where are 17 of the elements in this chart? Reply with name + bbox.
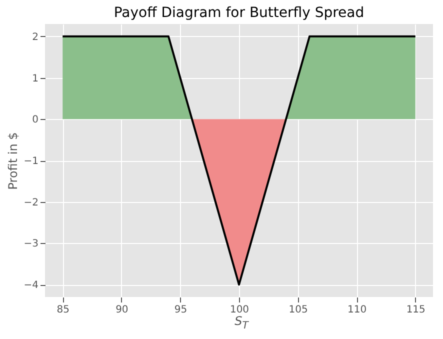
x-tick-label: 115	[406, 304, 426, 316]
y-axis-title: Profit in $	[6, 132, 20, 190]
x-tick-label: 95	[174, 304, 188, 316]
y-tick-label: −2	[24, 197, 38, 208]
y-tick-label: −4	[24, 280, 38, 292]
y-tick-label: 2	[32, 32, 38, 43]
y-tick-label: −1	[24, 156, 38, 167]
x-tick-label: 90	[116, 304, 128, 316]
x-tick-label: 110	[348, 304, 367, 316]
x-axis-title: S$_{T}$	[234, 314, 250, 332]
y-tick-label: 0	[32, 114, 38, 126]
y-tick-label: 1	[32, 73, 38, 84]
x-tick-label: 100	[230, 304, 250, 316]
chart-title: Payoff Diagram for Butterfly Spread	[114, 5, 364, 21]
x-tick-label: 85	[56, 304, 70, 316]
y-tick-label: −3	[24, 238, 38, 250]
x-tick-label: 105	[288, 304, 308, 316]
